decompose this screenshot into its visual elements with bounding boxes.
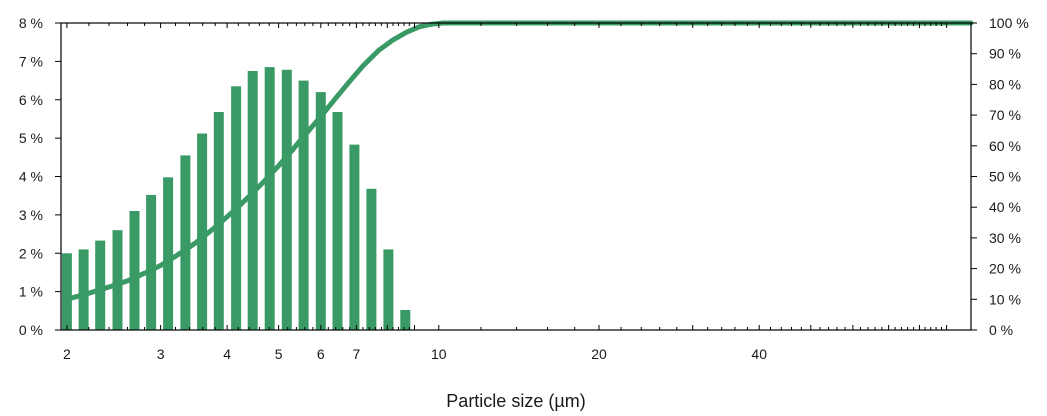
y-right-tick-label: 10 % xyxy=(989,291,1021,307)
y-right-tick-label: 50 % xyxy=(989,169,1021,185)
bar xyxy=(112,230,123,330)
bar xyxy=(264,67,275,330)
x-tick-label: 10 xyxy=(431,346,447,362)
bar xyxy=(163,177,174,330)
bar xyxy=(349,144,360,330)
y-right-tick-label: 70 % xyxy=(989,107,1021,123)
x-tick-label: 20 xyxy=(591,346,607,362)
y-left-tick-label: 6 % xyxy=(19,92,43,108)
x-tick-label: 4 xyxy=(223,346,231,362)
tick-labels: 0 % 1 % 2 % 3 % 4 % 5 % 6 % 7 % 8 % 0 % 10 % 20 % 30… xyxy=(19,15,1029,362)
x-tick-marks xyxy=(66,23,972,330)
bar xyxy=(129,211,140,330)
y-left-tick-label: 8 % xyxy=(19,15,43,31)
y-right-tick-label: 0 % xyxy=(989,322,1013,338)
x-tick-label: 7 xyxy=(353,346,361,362)
bar xyxy=(61,253,72,331)
bar xyxy=(366,188,377,330)
x-tick-label: 3 xyxy=(157,346,165,362)
y-right-tick-label: 80 % xyxy=(989,76,1021,92)
x-tick-label: 40 xyxy=(751,346,767,362)
bar xyxy=(95,240,106,330)
bar xyxy=(180,155,191,330)
bar xyxy=(281,69,292,331)
bar xyxy=(400,310,411,330)
y-right-tick-label: 100 % xyxy=(989,15,1029,31)
x-tick-label: 6 xyxy=(317,346,325,362)
bar xyxy=(247,71,258,330)
y-right-tick-label: 20 % xyxy=(989,261,1021,277)
bar xyxy=(146,194,157,330)
y-right-tick-label: 60 % xyxy=(989,138,1021,154)
bar xyxy=(78,249,89,330)
y-right-tick-label: 40 % xyxy=(989,199,1021,215)
bar xyxy=(383,249,394,330)
bar xyxy=(332,112,343,330)
x-tick-label: 2 xyxy=(63,346,71,362)
bar xyxy=(197,133,208,330)
x-tick-label: 5 xyxy=(275,346,283,362)
y-left-tick-label: 3 % xyxy=(19,207,43,223)
y-left-tick-label: 5 % xyxy=(19,130,43,146)
y-left-tick-label: 4 % xyxy=(19,169,43,185)
bar-series xyxy=(61,67,411,331)
x-axis-title: Particle size (µm) xyxy=(446,391,585,411)
bar xyxy=(298,80,309,330)
y-left-tick-label: 7 % xyxy=(19,53,43,69)
bar xyxy=(315,92,326,330)
y-left-tick-label: 1 % xyxy=(19,284,43,300)
y-left-tick-label: 2 % xyxy=(19,245,43,261)
y-tick-marks xyxy=(55,22,977,331)
y-left-tick-label: 0 % xyxy=(19,322,43,338)
y-right-tick-label: 90 % xyxy=(989,46,1021,62)
y-right-tick-label: 30 % xyxy=(989,230,1021,246)
